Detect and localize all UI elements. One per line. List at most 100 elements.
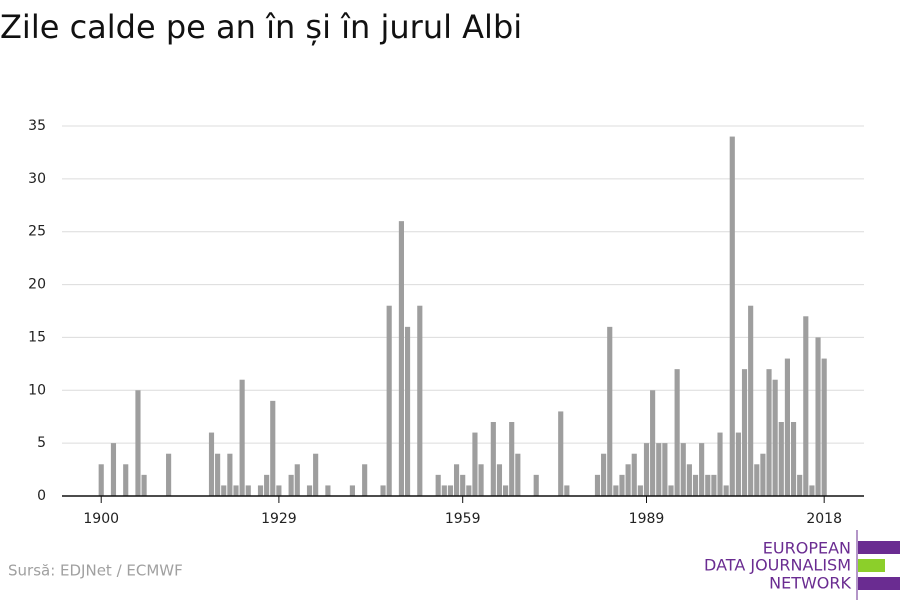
bar [650, 390, 656, 496]
bar [135, 390, 141, 496]
bar [668, 485, 674, 496]
bar [717, 432, 723, 496]
bar [276, 485, 282, 496]
bar [417, 305, 423, 496]
bar [208, 432, 215, 496]
bar [601, 453, 607, 496]
bar [711, 474, 717, 496]
x-tick-label: 1989 [629, 511, 665, 527]
logo-bar [858, 577, 900, 590]
bar [772, 379, 778, 496]
bar [245, 485, 251, 496]
bar [227, 453, 233, 496]
bar [809, 485, 815, 496]
x-tick-label: 1929 [261, 511, 297, 527]
bar [735, 432, 741, 496]
bar [447, 485, 454, 496]
bar [778, 422, 784, 496]
bar [221, 485, 227, 496]
logo: EUROPEAN DATA JOURNALISM NETWORK [704, 530, 900, 600]
bar [515, 453, 521, 496]
bar [306, 485, 313, 496]
bar [674, 369, 680, 496]
bar [815, 337, 821, 496]
logo-text: EUROPEAN [763, 539, 851, 558]
bar [386, 305, 392, 496]
bar [466, 485, 472, 496]
x-tick-label: 1900 [83, 511, 119, 527]
bar [613, 485, 619, 496]
bar [821, 358, 827, 496]
bar [564, 485, 570, 496]
bar [313, 453, 319, 496]
bar [680, 443, 686, 496]
y-tick-label: 30 [28, 171, 46, 187]
y-tick-label: 0 [37, 488, 46, 504]
bar [594, 474, 601, 496]
logo-text: DATA JOURNALISM [704, 556, 851, 575]
bar [270, 400, 276, 496]
source: Sursă: EDJNet / ECMWF [8, 562, 183, 580]
bar [460, 474, 466, 496]
bar [239, 379, 245, 496]
bar [705, 474, 711, 496]
bar [490, 422, 496, 496]
y-tick-label: 25 [28, 224, 46, 240]
bar [509, 422, 515, 496]
bar [503, 485, 509, 496]
x-tick-label: 1959 [445, 511, 481, 527]
bar [404, 326, 411, 496]
bar [790, 422, 797, 496]
bar [441, 485, 447, 496]
bar [741, 369, 748, 496]
logo-bar [858, 541, 900, 554]
y-tick-label: 15 [28, 329, 46, 345]
bar [123, 464, 129, 496]
bar [478, 464, 484, 496]
bar [558, 411, 564, 496]
bar [754, 464, 760, 496]
bar [533, 474, 539, 496]
bar [723, 485, 729, 496]
bar [692, 474, 699, 496]
bar [453, 464, 460, 496]
bar [607, 326, 613, 496]
bar [729, 136, 735, 497]
bar [631, 453, 637, 496]
logo-bar [858, 559, 885, 572]
bar [294, 464, 300, 496]
bar [141, 474, 147, 496]
bar [362, 464, 368, 496]
bar [325, 485, 331, 496]
y-tick-label: 20 [28, 277, 46, 293]
y-tick-label: 5 [37, 435, 46, 451]
bar [797, 474, 803, 496]
bar [472, 432, 478, 496]
chart-title: Zile calde pe an în și în jurul Albi [0, 8, 522, 46]
bar [380, 485, 386, 496]
bar [288, 474, 294, 496]
bar [98, 464, 104, 496]
y-tick-label: 35 [28, 118, 46, 134]
x-tick-label: 2018 [806, 511, 842, 527]
bar [264, 474, 270, 496]
bar [496, 464, 503, 496]
bar [656, 443, 662, 496]
bar [233, 485, 239, 496]
bar [784, 358, 790, 496]
bar [110, 443, 117, 496]
bar [215, 453, 221, 496]
bar [686, 464, 692, 496]
bar [643, 443, 650, 496]
bar [398, 221, 404, 496]
bar [257, 485, 264, 496]
bar [349, 485, 355, 496]
bar [637, 485, 643, 496]
logo-text: NETWORK [769, 574, 851, 593]
bar [619, 474, 625, 496]
bar [662, 443, 668, 496]
bar [625, 464, 631, 496]
bar [766, 369, 772, 496]
bar [803, 316, 809, 496]
